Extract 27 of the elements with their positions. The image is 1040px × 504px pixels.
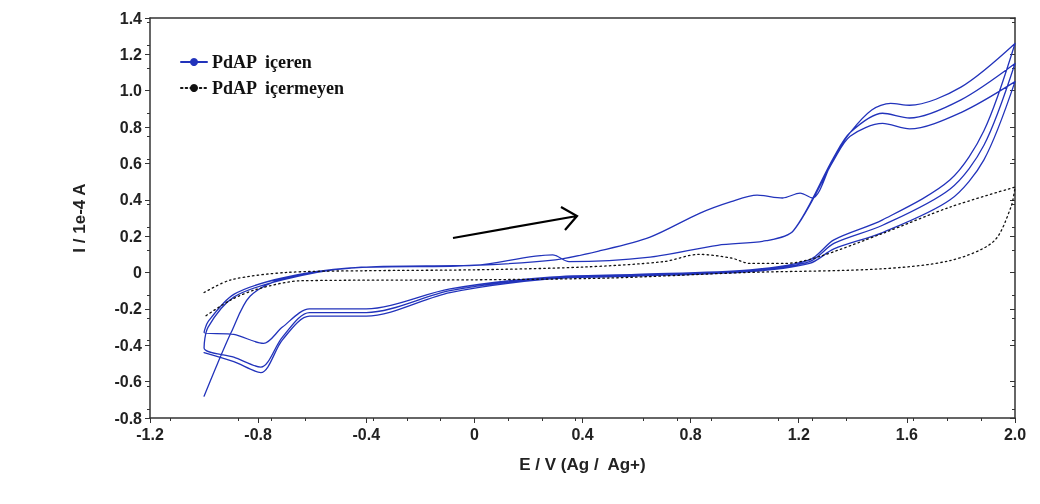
y-tick-label: 0.6	[119, 154, 143, 172]
y-tick-label: -0.6	[114, 373, 143, 391]
x-tick-label: -0.4	[352, 425, 381, 443]
y-tick-label: 1.4	[119, 9, 143, 27]
x-axis-title: E / V (Ag / Ag+)	[519, 455, 646, 474]
line-series	[203, 186, 1016, 318]
x-tick-label: 1.6	[895, 425, 919, 443]
x-tick-label: 0.8	[679, 425, 702, 443]
y-tick-label: 0.8	[119, 118, 143, 136]
y-tick-label: 0.4	[119, 191, 143, 209]
y-tick-label: 0.2	[119, 227, 143, 245]
y-tick-label: 0	[133, 264, 143, 282]
x-tick-label: 0.4	[571, 425, 594, 443]
y-tick-label: -0.8	[114, 409, 143, 427]
y-tick-label: 1.0	[119, 82, 143, 100]
legend-label: PdAP içeren	[212, 52, 312, 72]
x-tick-label: 1.2	[787, 425, 810, 443]
x-tick-label: -0.8	[244, 425, 273, 443]
x-tick-label: 0	[469, 425, 479, 443]
legend-label: PdAP içermeyen	[212, 78, 344, 98]
line-series	[203, 42, 1016, 397]
y-axis-title: I / 1e-4 A	[70, 183, 89, 253]
y-tick-label: -0.2	[114, 300, 143, 318]
x-tick-label: 2.0	[1003, 425, 1027, 443]
x-tick-label: -1.2	[136, 425, 164, 443]
y-tick-label: 1.2	[119, 45, 143, 63]
y-tick-label: -0.4	[114, 336, 143, 354]
